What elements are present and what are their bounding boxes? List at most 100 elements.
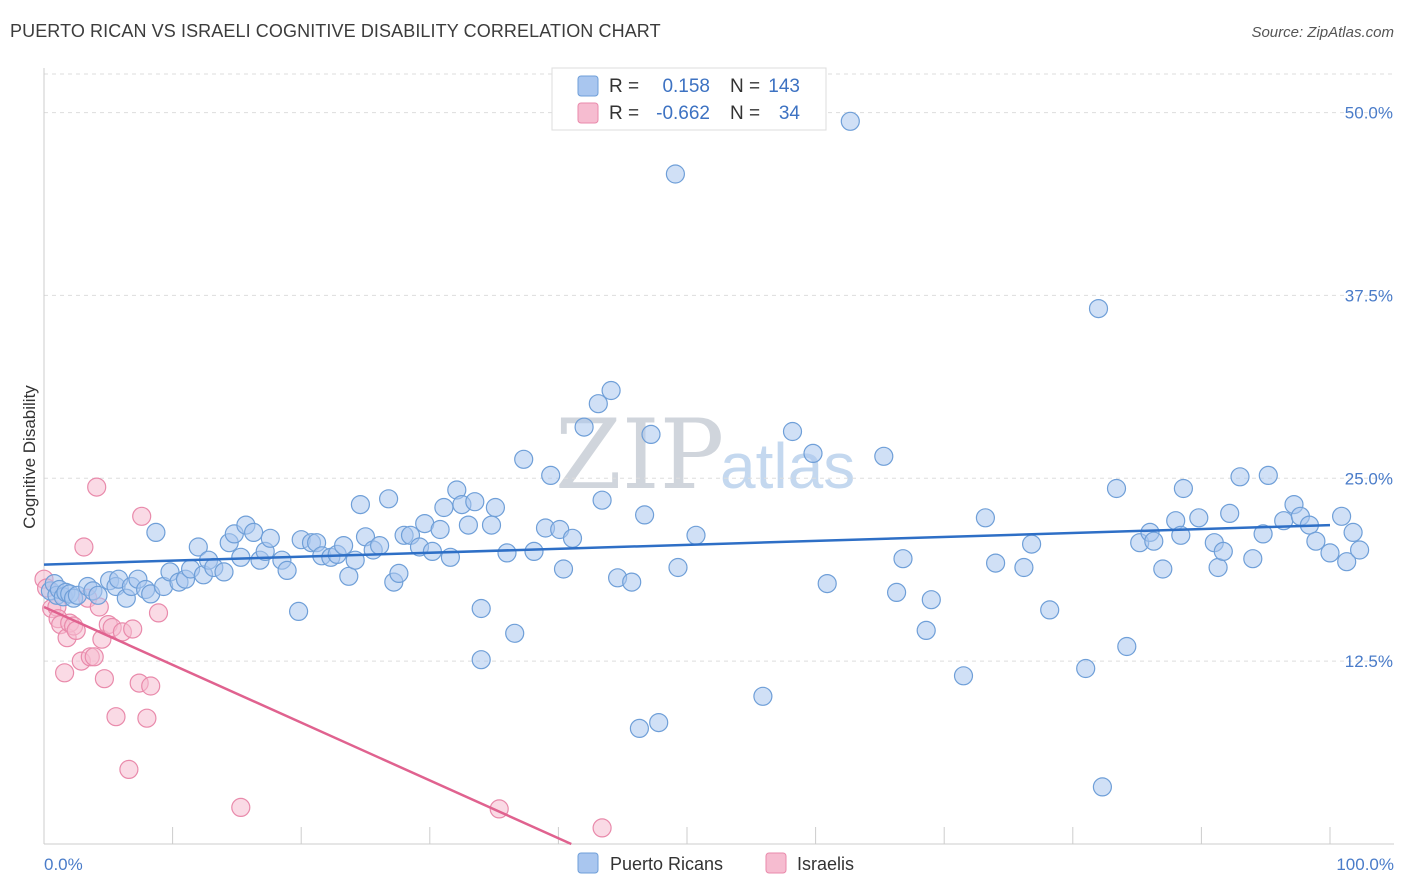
puerto-ricans-point [622, 572, 642, 592]
legend-n-value-2: 34 [779, 103, 801, 124]
y-tick-label-0: 12.5% [1345, 652, 1393, 671]
puerto-ricans-point [634, 505, 655, 525]
puerto-ricans-point [753, 686, 773, 706]
israelis-point [123, 619, 143, 639]
puerto-ricans-point [1331, 506, 1352, 526]
puerto-ricans-point [601, 380, 621, 401]
israelis-point [74, 537, 94, 557]
y-axis-label: Cognitive Disability [20, 385, 39, 529]
puerto-ricans-point [289, 601, 309, 622]
puerto-ricans-point [1258, 465, 1278, 485]
puerto-ricans-point [1320, 543, 1340, 563]
puerto-ricans-point [817, 573, 837, 594]
puerto-ricans-point [975, 508, 996, 528]
puerto-ricans-point [1144, 531, 1164, 551]
israelis-point [132, 506, 152, 526]
puerto-ricans-point [1220, 503, 1240, 524]
puerto-ricans-points [40, 111, 1370, 797]
puerto-ricans-point [629, 718, 650, 739]
legend-swatch-blue [577, 75, 599, 97]
puerto-ricans-point [1040, 600, 1060, 620]
puerto-ricans-point [840, 111, 860, 131]
puerto-ricans-point [430, 519, 450, 540]
puerto-ricans-point [541, 465, 561, 485]
israelis-point [94, 669, 115, 689]
x-tick-label-100: 100.0% [1336, 855, 1394, 874]
puerto-ricans-point [953, 666, 974, 686]
puerto-ricans-point [782, 421, 803, 442]
puerto-ricans-point [686, 525, 706, 545]
puerto-ricans-point [214, 562, 234, 582]
puerto-ricans-point [1092, 777, 1113, 797]
y-tick-labels: 12.5% 25.0% 37.5% 50.0% [1345, 104, 1393, 672]
puerto-ricans-point [1021, 534, 1042, 554]
x-axis-ticks [172, 827, 1331, 844]
puerto-ricans-point [886, 582, 907, 603]
chart-title: PUERTO RICAN VS ISRAELI COGNITIVE DISABI… [10, 21, 661, 41]
puerto-ricans-point [588, 394, 608, 414]
y-tick-label-3: 50.0% [1345, 104, 1393, 123]
puerto-ricans-point [88, 585, 108, 605]
puerto-ricans-point [668, 557, 688, 578]
puerto-ricans-point [434, 497, 454, 518]
puerto-ricans-point [1076, 658, 1096, 679]
puerto-ricans-point [649, 712, 669, 733]
israelis-point [231, 797, 251, 818]
puerto-ricans-point [481, 515, 502, 535]
puerto-ricans-point [1253, 524, 1273, 544]
israelis-point [592, 818, 612, 838]
puerto-ricans-point [1337, 552, 1357, 572]
puerto-ricans-point [471, 650, 491, 670]
y-tick-label-1: 25.0% [1345, 469, 1393, 488]
puerto-ricans-point [497, 543, 517, 563]
puerto-ricans-point [574, 417, 594, 437]
legend-r-value-2: -0.662 [656, 103, 710, 124]
puerto-ricans-point [1349, 540, 1370, 560]
israelis-points [34, 477, 612, 838]
israelis-point [148, 603, 169, 623]
puerto-ricans-point [465, 492, 485, 512]
puerto-ricans-point [985, 553, 1006, 573]
israelis-point [84, 647, 104, 667]
series-legend: Puerto Ricans Israelis [577, 852, 854, 874]
israelis-point [119, 759, 139, 780]
puerto-ricans-point [379, 489, 399, 509]
legend-r-label-2: R = [609, 103, 639, 124]
puerto-ricans-point [514, 449, 534, 469]
puerto-ricans-point [641, 424, 661, 444]
puerto-ricans-point [1117, 636, 1137, 657]
israelis-point [54, 663, 75, 683]
puerto-ricans-point [562, 528, 583, 548]
puerto-ricans-point [389, 563, 409, 584]
legend-puerto-ricans-label: Puerto Ricans [610, 854, 723, 874]
puerto-ricans-point [277, 560, 297, 581]
puerto-ricans-point [458, 515, 478, 535]
puerto-ricans-point [350, 495, 370, 515]
israelis-point [141, 676, 161, 696]
israelis-point [137, 708, 157, 728]
puerto-ricans-point [1106, 478, 1127, 499]
puerto-ricans-point [1343, 522, 1363, 543]
puerto-ricans-point [485, 497, 505, 518]
puerto-ricans-point [665, 164, 686, 184]
legend-n-label-2: N = [730, 103, 760, 124]
puerto-ricans-point [505, 623, 525, 643]
puerto-ricans-point [334, 535, 354, 556]
puerto-ricans-point [1243, 549, 1263, 569]
puerto-ricans-point [553, 559, 574, 579]
puerto-ricans-point [1189, 508, 1209, 528]
watermark-atlas: atlas [720, 430, 855, 502]
puerto-ricans-point [1088, 299, 1109, 319]
puerto-ricans-point [339, 566, 359, 586]
source-label: Source: ZipAtlas.com [1251, 24, 1394, 41]
puerto-ricans-point [1230, 467, 1250, 487]
israelis-trendline [43, 605, 572, 846]
legend-israelis-label: Israelis [797, 854, 854, 874]
puerto-ricans-point [1173, 478, 1194, 499]
legend-r-label-1: R = [609, 76, 639, 97]
legend-r-value-1: 0.158 [662, 76, 710, 97]
legend-n-value-1: 143 [768, 76, 800, 97]
legend-puerto-ricans-swatch [577, 852, 599, 874]
puerto-ricans-point [921, 590, 941, 610]
